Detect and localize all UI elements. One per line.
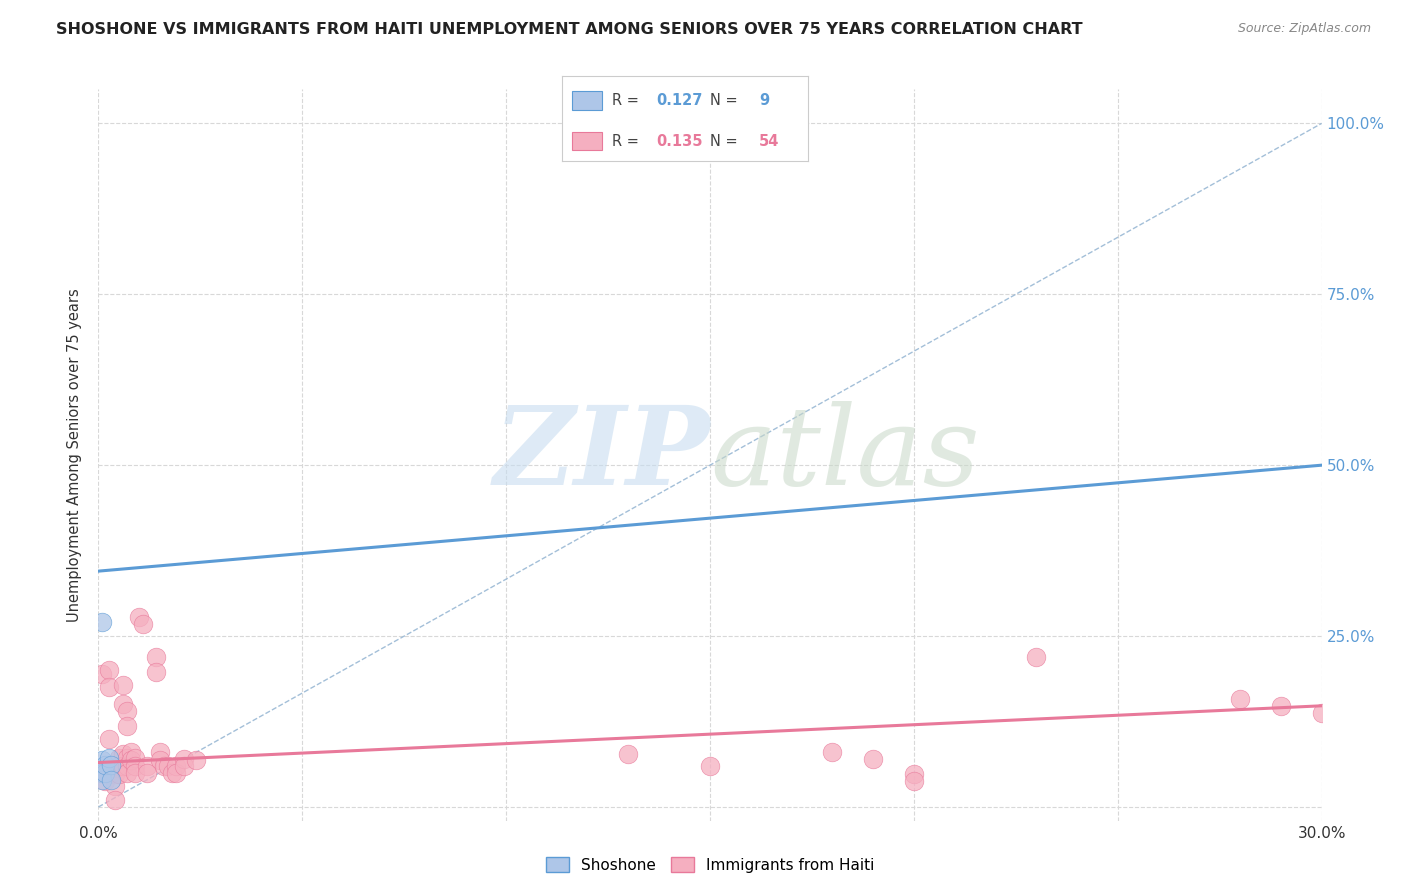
Point <box>90 772 112 787</box>
Point <box>115 765 138 780</box>
Point <box>1229 692 1251 706</box>
Point <box>115 759 138 773</box>
Point <box>111 698 134 712</box>
Text: 54: 54 <box>759 134 779 149</box>
Point <box>93 774 115 789</box>
Point <box>90 615 112 630</box>
Point <box>111 759 134 773</box>
Point <box>115 719 138 733</box>
Point <box>903 767 925 781</box>
Point <box>149 745 172 759</box>
Point <box>132 616 155 631</box>
Text: ZIP: ZIP <box>494 401 710 508</box>
Text: SHOSHONE VS IMMIGRANTS FROM HAITI UNEMPLOYMENT AMONG SENIORS OVER 75 YEARS CORRE: SHOSHONE VS IMMIGRANTS FROM HAITI UNEMPL… <box>56 22 1083 37</box>
Point <box>97 731 120 746</box>
Point <box>104 759 127 773</box>
Point <box>111 747 134 761</box>
Point <box>186 754 208 768</box>
Y-axis label: Unemployment Among Seniors over 75 years: Unemployment Among Seniors over 75 years <box>67 288 83 622</box>
Point <box>100 772 122 787</box>
Point <box>124 759 146 773</box>
Text: R =: R = <box>612 93 643 108</box>
Point <box>136 765 159 780</box>
Point <box>97 663 120 677</box>
Point <box>903 774 925 789</box>
Point <box>108 759 131 773</box>
FancyBboxPatch shape <box>572 132 602 151</box>
Point <box>104 793 127 807</box>
Point <box>145 665 167 679</box>
Text: R =: R = <box>612 134 643 149</box>
Point <box>100 765 122 780</box>
Point <box>111 678 134 692</box>
Text: atlas: atlas <box>710 401 980 508</box>
Point <box>173 752 195 766</box>
Point <box>160 765 183 780</box>
Point <box>821 745 844 759</box>
Point <box>97 681 120 695</box>
Point <box>128 610 150 624</box>
Point <box>124 750 146 764</box>
Point <box>617 747 640 761</box>
Point <box>120 754 142 768</box>
Point <box>100 757 122 772</box>
Point <box>120 745 142 759</box>
Point <box>97 750 120 764</box>
Point <box>108 750 131 764</box>
Point <box>90 754 112 768</box>
Point <box>862 752 884 766</box>
Point <box>149 754 172 768</box>
Point <box>699 759 721 773</box>
Text: Source: ZipAtlas.com: Source: ZipAtlas.com <box>1237 22 1371 36</box>
Point <box>93 765 115 780</box>
Point <box>145 649 167 664</box>
Point <box>156 759 179 773</box>
Text: 9: 9 <box>759 93 769 108</box>
Text: N =: N = <box>710 93 738 108</box>
Point <box>124 765 146 780</box>
Text: N =: N = <box>710 134 738 149</box>
Legend: Shoshone, Immigrants from Haiti: Shoshone, Immigrants from Haiti <box>540 851 880 879</box>
Point <box>173 759 195 773</box>
Point <box>165 765 187 780</box>
Point <box>152 759 174 773</box>
Point <box>165 759 187 773</box>
Text: 0.135: 0.135 <box>655 134 703 149</box>
Point <box>104 767 127 781</box>
Point <box>1025 649 1047 664</box>
FancyBboxPatch shape <box>572 91 602 110</box>
Point <box>90 666 112 681</box>
Point <box>115 750 138 764</box>
Point <box>90 765 112 780</box>
Point <box>115 704 138 718</box>
Point <box>104 780 127 794</box>
Point <box>93 765 115 780</box>
Text: 0.127: 0.127 <box>655 93 702 108</box>
Point <box>136 759 159 773</box>
Point <box>108 767 131 781</box>
Point <box>1270 698 1292 713</box>
Point <box>93 757 115 772</box>
Point <box>1310 706 1333 720</box>
